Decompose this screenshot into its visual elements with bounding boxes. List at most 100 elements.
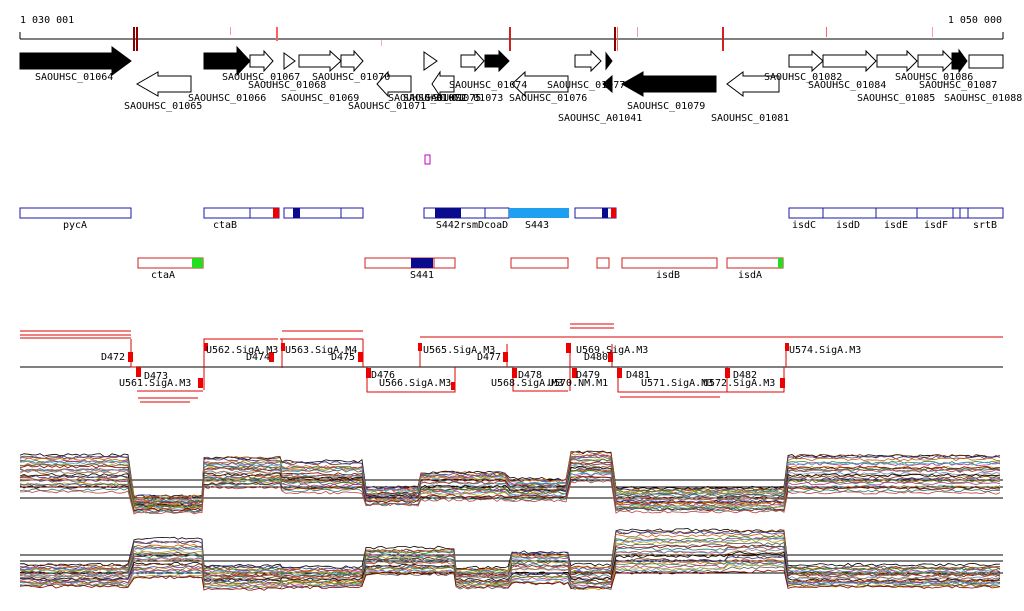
breakpoint-marker[interactable]	[136, 367, 141, 377]
segment-label: U568.SigA.M3	[491, 378, 563, 389]
operon-box[interactable]	[574, 207, 617, 219]
gene-arrow[interactable]	[298, 49, 342, 73]
breakpoint-marker[interactable]	[572, 368, 577, 378]
gene-arrow[interactable]	[283, 52, 296, 70]
gene-arrow[interactable]	[574, 49, 602, 73]
expression-trace	[19, 476, 1001, 513]
tick-marker	[826, 27, 827, 37]
operon-dark-block	[435, 208, 461, 218]
tick-marker	[230, 27, 231, 35]
breakpoint-marker[interactable]	[128, 352, 133, 362]
gene-arrow[interactable]	[620, 71, 717, 97]
breakpoint-marker[interactable]	[785, 343, 789, 351]
operon-dark-block	[602, 208, 608, 218]
operon-light-block[interactable]	[509, 208, 569, 218]
expression-trace	[19, 566, 1001, 591]
gene-arrow[interactable]	[876, 49, 918, 73]
segment-label: D474	[246, 352, 270, 363]
gene-label: SAOUHSC_01079	[627, 101, 705, 112]
tick-marker	[133, 27, 135, 51]
gene-label: SAOUHSC_01086	[895, 72, 973, 83]
breakpoint-marker[interactable]	[198, 378, 203, 388]
tick-marker	[509, 27, 511, 51]
operon-label: isdD	[836, 220, 860, 231]
expression-trace	[19, 479, 1001, 515]
gene-arrow[interactable]	[917, 49, 954, 73]
expression-trace	[19, 458, 1001, 504]
expression-trace	[19, 562, 1001, 589]
gene-arrow[interactable]	[951, 48, 968, 74]
operon-box[interactable]	[788, 207, 1004, 219]
breakpoint-marker[interactable]	[204, 343, 208, 351]
feature-marker[interactable]	[424, 154, 431, 165]
gene-arrow[interactable]	[788, 49, 824, 73]
tick-marker	[136, 27, 138, 51]
operon-box[interactable]	[596, 257, 610, 269]
gene-label: SAOUHSC_01068	[248, 80, 326, 91]
breakpoint-marker[interactable]	[617, 368, 622, 378]
expression-trace	[19, 537, 1001, 576]
operon-label: pycA	[63, 220, 87, 231]
operon-label: isdA	[738, 270, 762, 281]
gene-label: SAOUHSC_01067	[222, 72, 300, 83]
operon-box[interactable]	[203, 207, 280, 219]
gene-arrow[interactable]	[423, 51, 438, 71]
breakpoint-marker[interactable]	[366, 368, 371, 378]
expression-trace	[19, 469, 1001, 509]
expression-trace	[19, 544, 1001, 580]
segment-step	[366, 367, 456, 393]
breakpoint-marker[interactable]	[358, 352, 363, 362]
gene-arrow[interactable]	[431, 70, 455, 98]
segment-label: D479	[576, 370, 600, 381]
operon-box[interactable]	[510, 257, 569, 269]
gene-arrow[interactable]	[340, 49, 364, 73]
expression-trace	[19, 569, 1001, 591]
segment-label: D482	[733, 370, 757, 381]
gene-arrow[interactable]	[726, 71, 780, 97]
operon-box[interactable]	[364, 257, 456, 269]
operon-green-tab	[192, 258, 203, 268]
gene-arrow[interactable]	[135, 71, 192, 97]
gene-arrow[interactable]	[822, 49, 877, 73]
breakpoint-marker[interactable]	[780, 378, 785, 388]
operon-marker-red	[273, 208, 279, 218]
breakpoint-marker[interactable]	[418, 343, 422, 351]
gene-arrow[interactable]	[460, 49, 485, 73]
expression-trace	[19, 475, 1001, 512]
breakpoint-marker[interactable]	[503, 352, 508, 362]
operon-box[interactable]	[19, 207, 132, 219]
breakpoint-marker[interactable]	[451, 382, 455, 390]
operon-label: S441	[410, 270, 434, 281]
operon-label: S443	[525, 220, 549, 231]
segment-label: D473	[144, 371, 168, 382]
breakpoint-marker[interactable]	[566, 343, 571, 353]
segment-label: D478	[518, 370, 542, 381]
gene-arrow[interactable]	[511, 70, 569, 98]
segment-label: U562.SigA.M3	[206, 345, 278, 356]
gene-arrow[interactable]	[19, 46, 132, 76]
segment-step	[130, 339, 136, 368]
gene-track: SAOUHSC_01064 SAOUHSC_01066 SAOUHSC_0106…	[19, 45, 1022, 124]
breakpoint-marker[interactable]	[725, 368, 730, 378]
tick-marker	[381, 40, 382, 46]
operon-box[interactable]	[283, 207, 364, 219]
gene-arrow[interactable]	[203, 45, 251, 77]
breakpoint-marker[interactable]	[281, 343, 285, 351]
gene-arrow[interactable]	[249, 49, 274, 73]
breakpoint-marker[interactable]	[269, 352, 274, 362]
tick-marker	[722, 27, 724, 51]
breakpoint-marker[interactable]	[512, 368, 517, 378]
operon-dark-block	[411, 258, 433, 268]
operon-label: ctaB	[213, 220, 237, 231]
expression-trace	[19, 548, 1001, 582]
operon-box[interactable]	[726, 257, 784, 269]
operon-box[interactable]	[621, 257, 718, 269]
gene-arrow[interactable]	[605, 51, 613, 71]
segment-label: U563.SigA.M4	[285, 345, 357, 356]
gene-arrow[interactable]	[376, 70, 412, 98]
segment-label: U569.SigA.M3	[576, 345, 648, 356]
breakpoint-marker[interactable]	[608, 352, 613, 362]
gene-box[interactable]	[968, 54, 1004, 69]
gene-arrow[interactable]	[602, 74, 613, 94]
gene-arrow[interactable]	[484, 49, 510, 73]
